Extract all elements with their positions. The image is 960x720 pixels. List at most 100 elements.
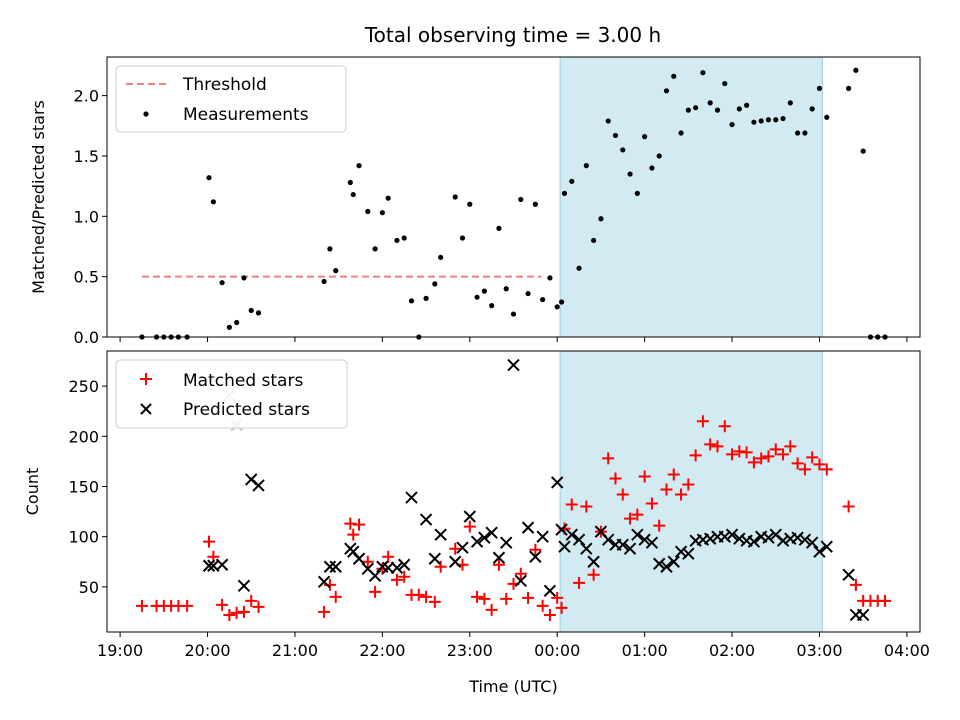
matched-point [602,452,615,465]
measurement-point [356,163,362,169]
measurement-point [678,130,684,136]
matched-point [202,535,215,548]
predicted-point [470,535,484,548]
measurement-point [860,148,866,154]
matched-point [181,599,194,612]
matched-point [230,606,243,619]
matched-point [806,451,819,464]
predicted-point [805,536,819,549]
measurement-point [438,254,444,260]
predicted-point [478,531,491,544]
measurements-legend-label: Measurements [183,105,309,125]
y-tick-label: 2.0 [74,87,99,106]
predicted-point [580,542,593,555]
predicted-point [623,542,637,555]
predicted-point [674,545,688,558]
y-tick-label: 0.5 [74,268,99,287]
matched-point [704,438,717,451]
measurement-point [787,100,793,106]
matched-point [463,520,476,533]
measurement-point [649,165,655,171]
matched-point [412,588,425,601]
predicted-point [747,535,761,548]
x-tick-label: 03:00 [796,641,842,660]
matched-point [740,446,753,459]
measurement-point [554,304,560,310]
matched-point [667,468,680,481]
matched-point [762,450,775,463]
predicted-point [551,476,564,489]
measurement-point [394,237,400,244]
matched-point [726,448,739,461]
measurement-point [248,307,254,314]
matched-point [536,599,549,612]
predicted-point [733,532,746,545]
bottom-observing-window [559,350,823,633]
measurement-point [656,153,662,159]
measurement-point [518,196,524,203]
measurement-point [510,311,517,317]
predicted-point [725,528,739,541]
matched-point [471,590,484,603]
measurement-point [432,281,438,287]
measurement-point [809,106,815,112]
y-tick-label: 1.5 [74,147,99,166]
predicted-point [682,547,695,560]
measurement-point [327,246,333,252]
matched-point [555,601,568,614]
predicted-point [514,574,527,588]
measurement-point [707,100,713,106]
y-tick-label: 250 [68,377,99,396]
predicted-point [202,559,216,572]
matched-point [813,458,826,471]
predicted-point [631,528,644,541]
predicted-point [463,510,476,523]
measurement-point [234,319,240,326]
matched-point [551,591,564,604]
predicted-point [485,526,498,539]
matched-point [543,608,556,621]
predicted-point [492,551,506,564]
measurement-point [385,195,391,201]
measurement-point [583,163,589,169]
matched-point [675,488,688,501]
measurement-point [758,118,764,124]
measurement-point [714,107,721,113]
matched-point [798,463,811,476]
matched-point [842,500,855,513]
matched-point [492,558,505,571]
predicted-point [543,584,557,598]
predicted-point [398,558,411,571]
matched-point [347,528,360,541]
threshold-legend-label: Threshold [182,75,267,95]
figure-title: Total observing time = 3.00 h [364,23,661,47]
matched-point [449,542,462,555]
top-axes-frame [106,56,921,338]
x-tick-label: 19:00 [97,641,143,660]
predicted-point [215,558,229,571]
count-points [135,358,892,622]
predicted-point [555,523,568,536]
matched-point [696,415,709,428]
matched-point [237,605,250,618]
matched-point [369,585,382,598]
measurement-point [540,296,546,303]
measurement-point [729,121,735,128]
y-tick-label: 150 [68,477,99,496]
bottom-x-axis: 19:00 20:00 21:00 22:00 23:00 00:00 01:00 02:00… [97,632,930,660]
matched-point [660,483,673,496]
matched-point [420,590,433,603]
measurement-point [350,191,356,198]
matched-point [344,517,357,530]
matched-point [361,555,374,568]
measurement-point [496,225,502,231]
matched-point [711,440,724,453]
predicted-point [317,575,331,589]
measurement-point [744,102,750,108]
matched-point [390,573,403,586]
predicted-point [329,560,342,573]
matched-point [382,550,395,563]
predicted-point [428,552,442,565]
measurement-point [663,88,670,94]
measurement-point [642,134,648,140]
